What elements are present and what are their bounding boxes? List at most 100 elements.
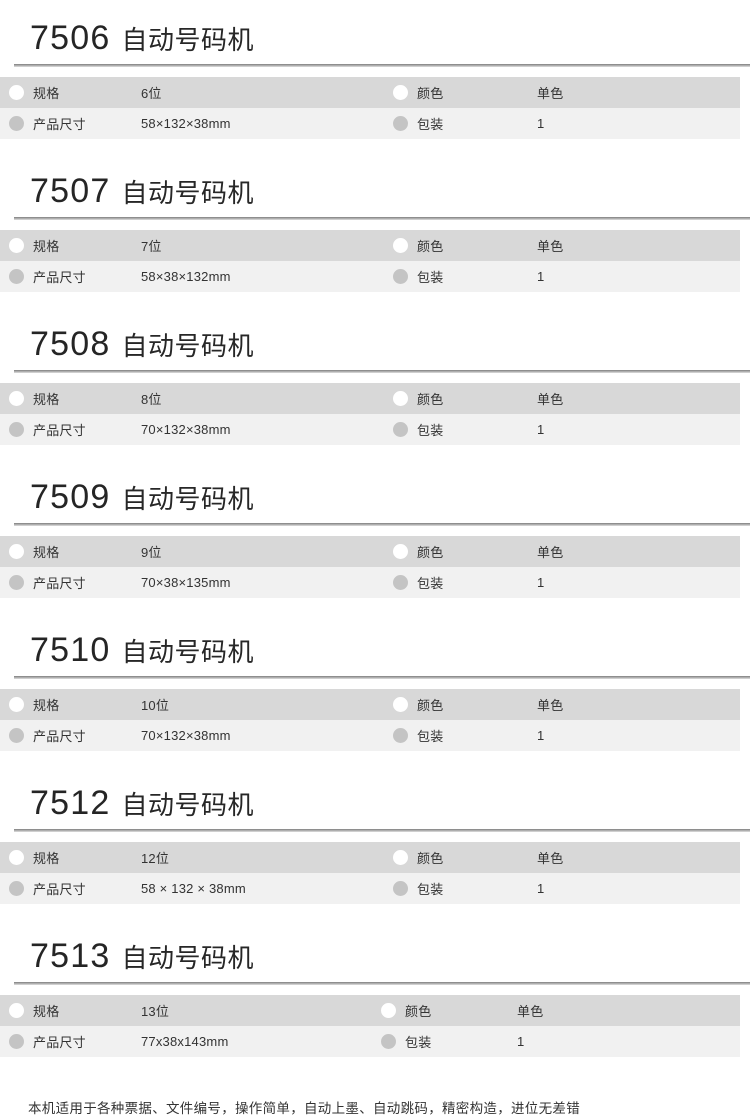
product-code: 7509 — [30, 478, 111, 516]
spec-label-dimensions: 产品尺寸 — [33, 270, 86, 285]
bullet-icon — [9, 544, 24, 559]
spec-label-dimensions: 产品尺寸 — [33, 423, 86, 438]
product-name: 自动号码机 — [121, 25, 254, 55]
bullet-icon — [9, 575, 24, 590]
bullet-icon — [9, 881, 24, 896]
spec-cell-packing: 包装 1 — [384, 108, 740, 139]
product-header: 7509 自动号码机 — [0, 467, 750, 517]
bullet-icon — [9, 697, 24, 712]
bullet-icon — [393, 422, 408, 437]
product-block: 7508 自动号码机 规格 8位 颜色 单色 — [0, 314, 750, 467]
spec-label-packing: 包装 — [417, 729, 444, 744]
spec-value-specification: 7位 — [141, 239, 162, 254]
spec-cell-color: 颜色 单色 — [384, 230, 740, 261]
spec-label-packing: 包装 — [417, 576, 444, 591]
bullet-icon — [9, 85, 24, 100]
spec-value-specification: 10位 — [141, 698, 170, 713]
spec-value-dimensions: 58×38×132mm — [141, 269, 231, 284]
bullet-icon — [9, 1003, 24, 1018]
product-spec-page: 7506 自动号码机 规格 6位 颜色 单色 — [0, 8, 750, 1116]
product-name: 自动号码机 — [121, 637, 254, 667]
bullet-icon — [393, 269, 408, 284]
spec-value-color: 单色 — [537, 545, 564, 560]
spec-label-color: 颜色 — [417, 239, 444, 254]
product-header: 7512 自动号码机 — [0, 773, 750, 823]
product-name: 自动号码机 — [121, 790, 254, 820]
spec-value-color: 单色 — [537, 851, 564, 866]
spec-cell-specification: 规格 7位 — [0, 230, 384, 261]
spec-value-color: 单色 — [517, 1004, 544, 1019]
product-name: 自动号码机 — [121, 331, 254, 361]
product-block: 7509 自动号码机 规格 9位 颜色 单色 — [0, 467, 750, 620]
bullet-icon — [381, 1034, 396, 1049]
spec-value-color: 单色 — [537, 698, 564, 713]
product-title: 7507 自动号码机 — [30, 173, 254, 211]
title-divider — [14, 64, 750, 67]
spec-row-primary: 规格 7位 颜色 单色 — [0, 230, 740, 261]
spec-label-color: 颜色 — [417, 851, 444, 866]
product-header: 7508 自动号码机 — [0, 314, 750, 364]
bullet-icon — [9, 269, 24, 284]
spec-table: 规格 9位 颜色 单色 产品尺寸 70×38×135mm 包装 — [0, 536, 740, 598]
spec-row-primary: 规格 10位 颜色 单色 — [0, 689, 740, 720]
bullet-icon — [393, 391, 408, 406]
spec-cell-specification: 规格 9位 — [0, 536, 384, 567]
spec-row-primary: 规格 6位 颜色 单色 — [0, 77, 740, 108]
bullet-icon — [9, 422, 24, 437]
spec-cell-dimensions: 产品尺寸 70×132×38mm — [0, 414, 384, 445]
spec-cell-dimensions: 产品尺寸 58×38×132mm — [0, 261, 384, 292]
product-code: 7512 — [30, 784, 111, 822]
spec-label-dimensions: 产品尺寸 — [33, 117, 86, 132]
spec-cell-dimensions: 产品尺寸 70×38×135mm — [0, 567, 384, 598]
spec-row-secondary: 产品尺寸 58×38×132mm 包装 1 — [0, 261, 740, 292]
block-spacer — [0, 445, 750, 467]
spec-cell-specification: 规格 6位 — [0, 77, 384, 108]
title-divider — [14, 370, 750, 373]
spec-cell-specification: 规格 12位 — [0, 842, 384, 873]
product-title: 7506 自动号码机 — [30, 20, 254, 58]
block-spacer — [0, 751, 750, 773]
spec-label-specification: 规格 — [33, 698, 60, 713]
spec-value-dimensions: 70×132×38mm — [141, 728, 231, 743]
spec-table: 规格 10位 颜色 单色 产品尺寸 70×132×38mm 包装 — [0, 689, 740, 751]
spec-row-secondary: 产品尺寸 70×132×38mm 包装 1 — [0, 414, 740, 445]
spec-row-secondary: 产品尺寸 70×132×38mm 包装 1 — [0, 720, 740, 751]
spec-cell-specification: 规格 10位 — [0, 689, 384, 720]
block-spacer — [0, 139, 750, 161]
spec-row-secondary: 产品尺寸 77x38x143mm 包装 1 — [0, 1026, 740, 1057]
bullet-icon — [393, 85, 408, 100]
spec-value-dimensions: 58×132×38mm — [141, 116, 231, 131]
block-spacer — [0, 292, 750, 314]
spec-label-dimensions: 产品尺寸 — [33, 1035, 86, 1050]
product-code: 7513 — [30, 937, 111, 975]
bullet-icon — [393, 881, 408, 896]
spec-value-dimensions: 77x38x143mm — [141, 1034, 229, 1049]
spec-cell-packing: 包装 1 — [384, 414, 740, 445]
spec-value-packing: 1 — [517, 1034, 525, 1049]
title-divider — [14, 217, 750, 220]
spec-cell-dimensions: 产品尺寸 70×132×38mm — [0, 720, 384, 751]
spec-value-specification: 8位 — [141, 392, 162, 407]
spec-table: 规格 8位 颜色 单色 产品尺寸 70×132×38mm 包装 — [0, 383, 740, 445]
spec-label-specification: 规格 — [33, 392, 60, 407]
product-block: 7510 自动号码机 规格 10位 颜色 单色 — [0, 620, 750, 773]
product-header: 7506 自动号码机 — [0, 8, 750, 58]
spec-cell-dimensions: 产品尺寸 58×132×38mm — [0, 108, 384, 139]
product-header: 7507 自动号码机 — [0, 161, 750, 211]
spec-label-packing: 包装 — [417, 423, 444, 438]
spec-label-packing: 包装 — [417, 270, 444, 285]
spec-value-dimensions: 70×38×135mm — [141, 575, 231, 590]
spec-value-packing: 1 — [537, 728, 545, 743]
spec-label-specification: 规格 — [33, 545, 60, 560]
spec-row-secondary: 产品尺寸 70×38×135mm 包装 1 — [0, 567, 740, 598]
spec-value-packing: 1 — [537, 575, 545, 590]
spec-table: 规格 6位 颜色 单色 产品尺寸 58×132×38mm 包装 — [0, 77, 740, 139]
product-code: 7510 — [30, 631, 111, 669]
spec-table: 规格 7位 颜色 单色 产品尺寸 58×38×132mm 包装 — [0, 230, 740, 292]
spec-value-color: 单色 — [537, 86, 564, 101]
spec-cell-packing: 包装 1 — [384, 873, 740, 904]
spec-cell-specification: 规格 8位 — [0, 383, 384, 414]
product-title: 7509 自动号码机 — [30, 479, 254, 517]
spec-label-color: 颜色 — [417, 86, 444, 101]
product-block: 7507 自动号码机 规格 7位 颜色 单色 — [0, 161, 750, 314]
